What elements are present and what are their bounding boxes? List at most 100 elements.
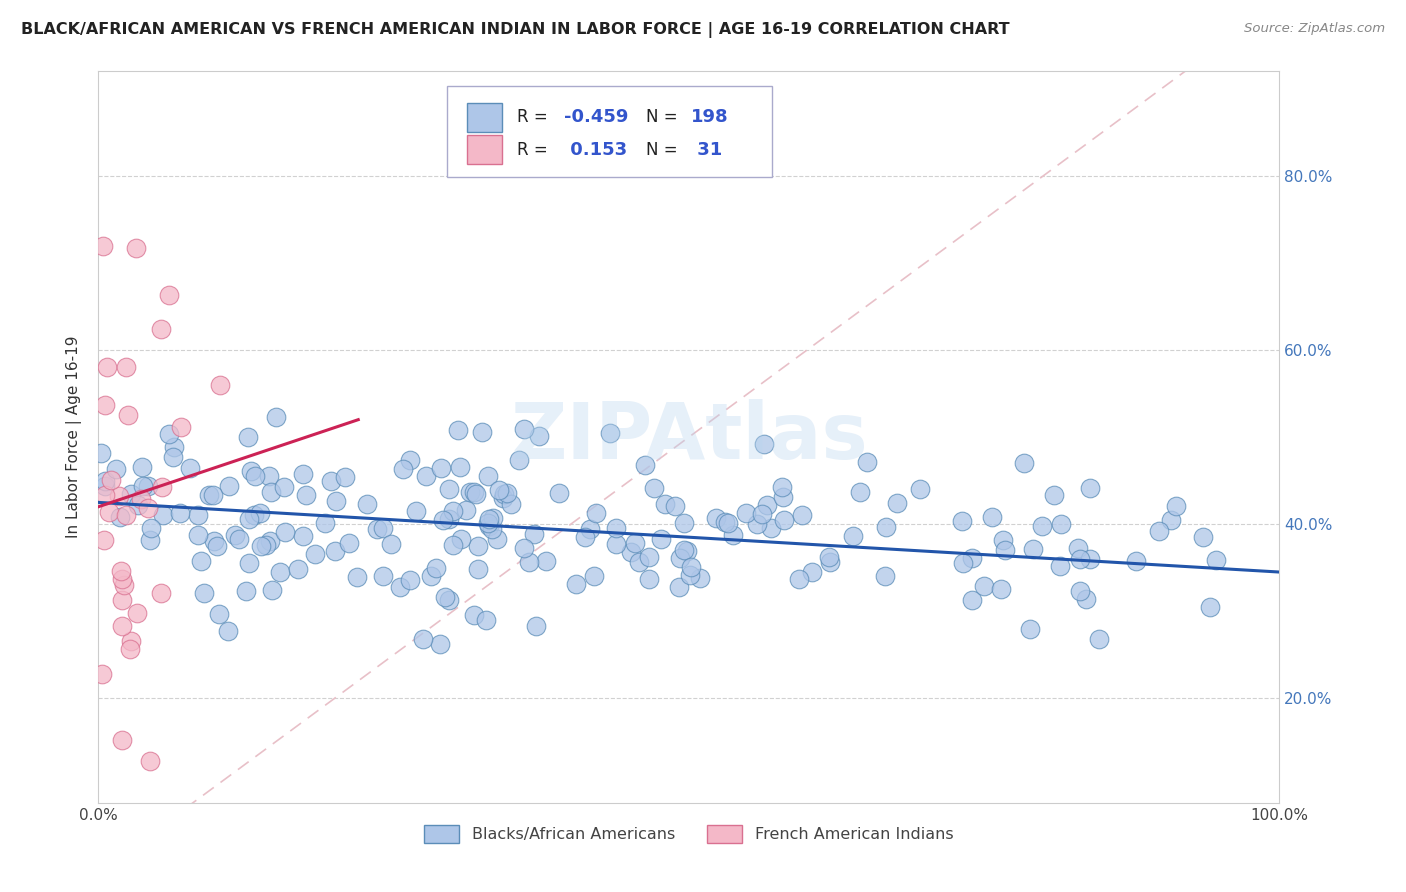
Point	[605, 537, 627, 551]
Point	[425, 561, 447, 575]
Point	[131, 492, 153, 507]
Point	[150, 586, 173, 600]
Point	[117, 408, 139, 422]
Text: 0.153: 0.153	[564, 141, 627, 159]
Point	[681, 560, 703, 574]
Point	[467, 540, 489, 554]
Point	[1125, 554, 1147, 568]
Point	[1205, 553, 1227, 567]
Point	[405, 504, 427, 518]
Point	[120, 642, 142, 657]
Point	[481, 522, 503, 536]
Point	[638, 550, 661, 565]
Point	[201, 488, 224, 502]
Point	[664, 499, 686, 513]
Point	[94, 488, 117, 502]
Point	[114, 359, 136, 374]
Point	[643, 481, 665, 495]
Point	[249, 506, 271, 520]
Point	[441, 504, 464, 518]
Point	[321, 474, 343, 488]
Point	[243, 508, 266, 523]
Point	[138, 533, 160, 547]
Point	[973, 579, 995, 593]
Point	[1050, 516, 1073, 531]
Point	[131, 459, 153, 474]
Point	[264, 410, 287, 425]
Point	[721, 528, 744, 542]
Point	[136, 500, 159, 515]
Point	[371, 569, 394, 583]
Y-axis label: In Labor Force | Age 16-19: In Labor Force | Age 16-19	[66, 335, 83, 539]
Point	[1049, 558, 1071, 573]
Point	[437, 482, 460, 496]
Point	[981, 510, 1004, 524]
Point	[346, 569, 368, 583]
Point	[770, 480, 793, 494]
Point	[120, 487, 142, 501]
Point	[547, 486, 569, 500]
Point	[104, 462, 127, 476]
Point	[488, 483, 510, 498]
Point	[169, 506, 191, 520]
Point	[449, 460, 471, 475]
Point	[97, 505, 120, 519]
Point	[391, 462, 413, 476]
Point	[1069, 552, 1091, 566]
Point	[366, 522, 388, 536]
Point	[1198, 599, 1220, 614]
Point	[990, 582, 1012, 596]
Point	[325, 494, 347, 508]
Point	[437, 592, 460, 607]
Point	[250, 540, 273, 554]
Point	[96, 359, 118, 374]
Point	[818, 555, 841, 569]
Point	[132, 479, 155, 493]
Point	[501, 498, 523, 512]
Text: Source: ZipAtlas.com: Source: ZipAtlas.com	[1244, 22, 1385, 36]
Point	[107, 489, 129, 503]
Point	[792, 508, 814, 522]
Point	[752, 436, 775, 450]
Point	[1078, 481, 1101, 495]
Point	[240, 464, 263, 478]
Point	[759, 521, 782, 535]
Point	[152, 508, 174, 522]
Point	[463, 608, 485, 623]
Point	[218, 479, 240, 493]
Point	[735, 506, 758, 520]
Text: N =: N =	[647, 141, 683, 159]
Point	[477, 468, 499, 483]
Point	[875, 568, 897, 582]
Point	[437, 512, 460, 526]
Point	[534, 554, 557, 568]
Point	[169, 419, 191, 434]
Point	[467, 561, 489, 575]
Point	[198, 488, 221, 502]
Point	[112, 578, 135, 592]
Point	[412, 632, 434, 647]
Point	[751, 507, 773, 521]
Point	[654, 497, 676, 511]
Point	[228, 532, 250, 546]
Text: N =: N =	[647, 109, 683, 127]
Point	[187, 528, 209, 542]
Point	[157, 288, 180, 302]
Point	[1021, 541, 1043, 556]
Point	[668, 580, 690, 594]
Point	[90, 666, 112, 681]
Point	[477, 516, 499, 530]
Point	[100, 473, 122, 487]
Point	[120, 633, 142, 648]
Point	[849, 484, 872, 499]
Point	[399, 573, 422, 587]
Point	[952, 556, 974, 570]
Point	[747, 516, 769, 531]
FancyBboxPatch shape	[447, 86, 772, 178]
Point	[108, 510, 131, 524]
Point	[1012, 456, 1035, 470]
Point	[624, 536, 647, 550]
Point	[157, 426, 180, 441]
Text: 31: 31	[692, 141, 723, 159]
Point	[492, 491, 515, 505]
